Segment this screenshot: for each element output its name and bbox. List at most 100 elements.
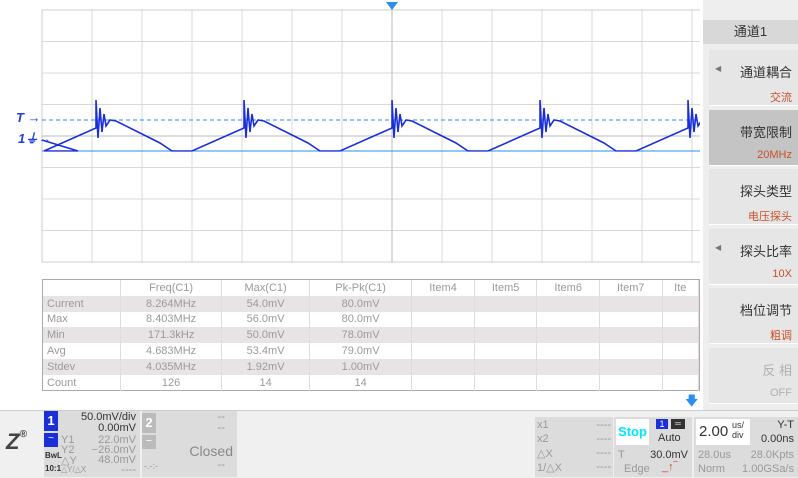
scroll-down-icon[interactable]: 🡇 xyxy=(685,393,699,408)
row-label: Avg xyxy=(43,343,121,359)
menu-title: 通道1 xyxy=(703,20,798,44)
menu-item-label: 通道耦合 xyxy=(739,65,792,80)
menu-item-label: 探头类型 xyxy=(739,184,792,199)
menu-item-label: 探头比率 xyxy=(739,243,792,259)
measurement-table: Freq(C1) Max(C1) Pk-Pk(C1) Item4 Item5 Item6 I… xyxy=(42,279,700,391)
cell xyxy=(474,295,538,312)
timebase-info[interactable]: 2.00 us/ div Y-T 0.00ns 28.0us 28.0Kpts N… xyxy=(694,417,798,477)
menu-item-value: 10X xyxy=(772,267,792,280)
cell xyxy=(662,311,700,328)
channel2-info[interactable]: 2 -- -- − Closed -- -.-:- xyxy=(142,411,237,477)
ch2-status: Closed xyxy=(189,443,233,459)
cell xyxy=(536,327,600,344)
cell xyxy=(474,358,538,375)
menu-item[interactable]: 带宽限制 20MHz xyxy=(709,109,798,166)
left-arrow-icon: ◀ xyxy=(715,242,722,252)
cell: 78.0mV xyxy=(309,327,413,344)
left-arrow-icon: ◀ xyxy=(715,64,722,73)
table-row: Avg 4.683MHz 53.4mV 79.0mV xyxy=(43,343,700,359)
cell xyxy=(599,327,663,344)
cell: 14 xyxy=(309,374,413,391)
row-label: Max xyxy=(43,311,121,328)
cell xyxy=(536,311,600,328)
trigger-mode: Auto xyxy=(658,432,681,444)
cell xyxy=(536,343,600,359)
row-label: Count xyxy=(43,374,121,391)
cell xyxy=(536,295,600,312)
cell xyxy=(662,343,700,359)
cell xyxy=(599,295,663,312)
cell xyxy=(599,311,663,328)
cell xyxy=(411,327,475,344)
table-row: Count 126 14 14 xyxy=(43,374,700,391)
ch1-offset: 0.00mV xyxy=(98,422,136,434)
trigger-info[interactable]: Stop 1 ═ Auto T 30.0mV Edge _↑‾ xyxy=(614,417,692,477)
cell: 171.3kHz xyxy=(120,327,223,344)
cell: 79.0mV xyxy=(309,343,413,359)
column-header: Item6 xyxy=(536,280,600,296)
cell: 4.035MHz xyxy=(120,358,223,375)
cell: 8.403MHz xyxy=(120,311,223,328)
ch1-scale: 50.0mV/div xyxy=(80,411,136,423)
table-row: Min 171.3kHz 50.0mV 78.0mV xyxy=(43,327,700,344)
menu-item-label: 反 相 xyxy=(762,362,792,378)
run-stop-button[interactable]: Stop xyxy=(616,419,649,445)
cell: 14 xyxy=(221,374,310,391)
cell: 50.0mV xyxy=(221,327,310,344)
menu-item[interactable]: 档位调节粗调 xyxy=(709,288,798,344)
scope-display: T → 1⏚→ 🡇 Freq(C1) Max(C1) Pk-Pk(C1) Item4 I… xyxy=(0,0,798,410)
trigger-level-marker[interactable]: T → xyxy=(16,110,41,125)
menu-item[interactable]: 探头类型电压探头 xyxy=(709,169,798,225)
menu-item-label: 档位调节 xyxy=(739,303,792,318)
column-header: Ite xyxy=(662,280,700,296)
cell xyxy=(662,327,700,344)
cell: 56.0mV xyxy=(221,311,310,328)
cell xyxy=(474,374,538,391)
cell xyxy=(662,358,700,375)
column-header: Freq(C1) xyxy=(120,280,223,296)
cell: 8.264MHz xyxy=(120,295,223,312)
table-row: Current 8.264MHz 54.0mV 80.0mV xyxy=(43,295,700,312)
channel1-badge[interactable]: 1 xyxy=(44,411,58,431)
trigger-position-marker[interactable] xyxy=(386,2,398,10)
cell: 126 xyxy=(120,374,223,391)
table-row: Stdev 4.035MHz 1.92mV 1.00mV xyxy=(43,358,700,375)
waveform-plot[interactable] xyxy=(0,0,700,278)
menu-item-value: 20MHz xyxy=(757,148,792,161)
menu-item[interactable]: ◀ 通道耦合交流 xyxy=(709,50,798,106)
cell: 80.0mV xyxy=(309,311,413,328)
menu-item[interactable]: 反 相 OFF xyxy=(709,347,798,404)
cell xyxy=(411,358,475,375)
row-label: Current xyxy=(43,295,121,312)
cell xyxy=(474,327,538,344)
cell: 54.0mV xyxy=(221,295,310,312)
menu-item-value: 粗调 xyxy=(770,330,792,342)
channel1-ground-marker[interactable]: 1⏚→ xyxy=(18,131,52,146)
timebase-scale[interactable]: 2.00 us/ div xyxy=(696,419,750,445)
channel1-info[interactable]: 1 50.0mV/div 0.00mV ~ Y1 22.0mV Y2 −26.0mV… xyxy=(44,411,140,477)
cell xyxy=(536,374,600,391)
rising-edge-icon: _↑‾ xyxy=(662,461,678,473)
channel1-trace xyxy=(42,100,700,151)
cursor-readout[interactable]: x1 ---- x2 ---- △X ---- 1/△X ---- xyxy=(535,417,613,477)
ac-coupling-icon: ~ xyxy=(44,433,58,447)
cell xyxy=(662,374,700,391)
column-header: Pk-Pk(C1) xyxy=(309,280,413,296)
cell xyxy=(474,311,538,328)
menu-item-value: 电压探头 xyxy=(748,211,792,223)
trigger-level: 30.0mV xyxy=(650,449,688,461)
cell: 53.4mV xyxy=(221,343,310,359)
cell: 1.92mV xyxy=(221,358,310,375)
cell xyxy=(411,311,475,328)
row-label: Min xyxy=(43,327,121,344)
column-header: Max(C1) xyxy=(221,280,310,296)
cell: 1.00mV xyxy=(309,358,413,375)
menu-item-value: 交流 xyxy=(770,92,792,104)
menu-item[interactable]: ◀ 探头比率 10X xyxy=(709,228,798,285)
channel2-badge[interactable]: 2 xyxy=(142,413,156,433)
cell xyxy=(411,295,475,312)
column-header xyxy=(43,280,121,296)
cell: 80.0mV xyxy=(309,295,413,312)
cell xyxy=(474,343,538,359)
channel-side-menu: 通道1 ◀ 通道耦合 交流 带宽限制 20MHz 探头类型 电压探头 ◀ 探头比率 10X 档位调节… xyxy=(703,0,798,410)
